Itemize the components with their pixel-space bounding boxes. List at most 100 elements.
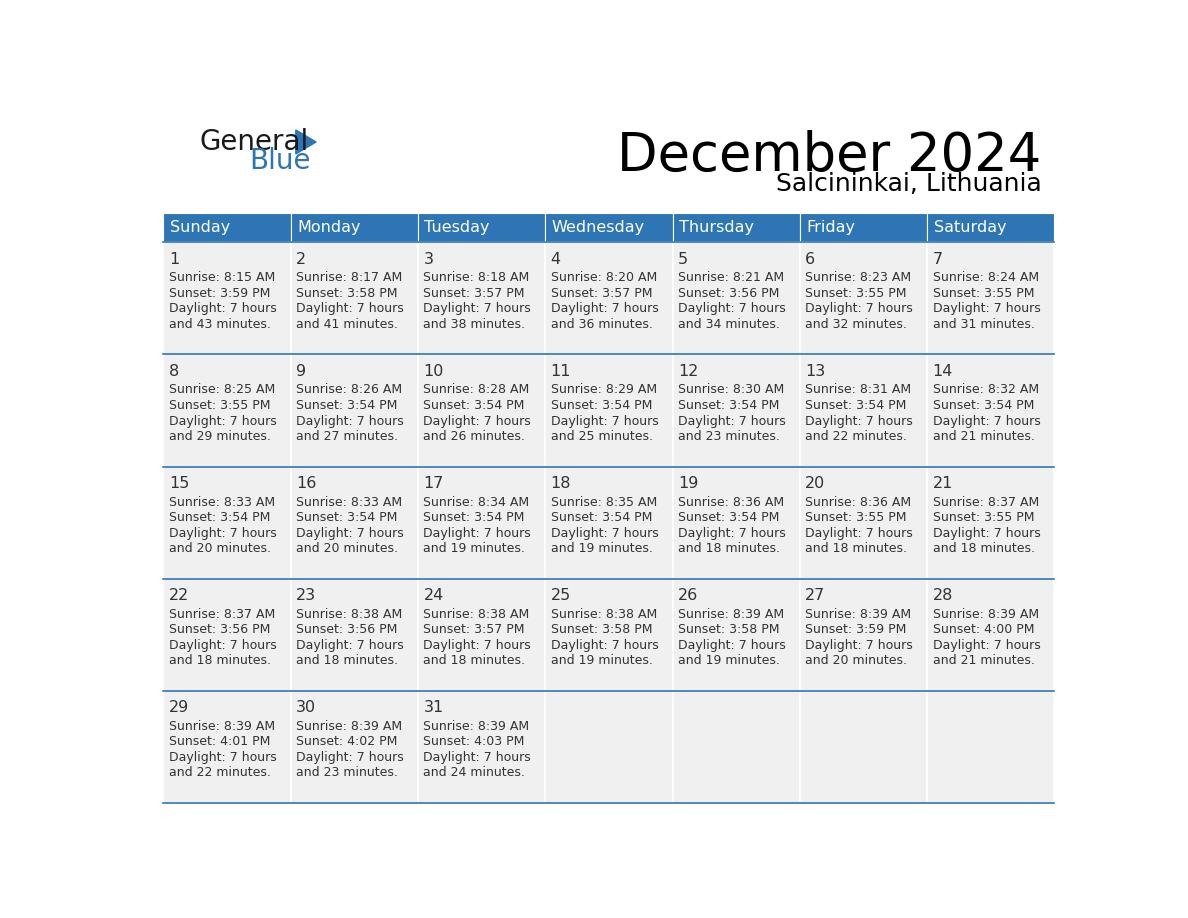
Text: and 25 minutes.: and 25 minutes. — [551, 431, 652, 443]
Bar — [800, 354, 927, 466]
Bar — [418, 354, 545, 466]
Text: 3: 3 — [423, 252, 434, 266]
Text: Sunrise: 8:24 AM: Sunrise: 8:24 AM — [933, 272, 1038, 285]
Bar — [672, 466, 800, 578]
Text: Sunrise: 8:32 AM: Sunrise: 8:32 AM — [933, 384, 1038, 397]
Text: Daylight: 7 hours: Daylight: 7 hours — [423, 527, 531, 540]
Text: 17: 17 — [423, 476, 444, 491]
Text: Daylight: 7 hours: Daylight: 7 hours — [678, 639, 785, 652]
Text: 27: 27 — [805, 588, 826, 603]
Text: 24: 24 — [423, 588, 443, 603]
Bar — [545, 690, 672, 803]
Text: Friday: Friday — [807, 220, 855, 235]
Text: 25: 25 — [551, 588, 571, 603]
Bar — [927, 213, 1055, 242]
Text: Daylight: 7 hours: Daylight: 7 hours — [296, 639, 404, 652]
Bar — [672, 242, 800, 354]
Bar — [672, 354, 800, 466]
Text: Sunrise: 8:39 AM: Sunrise: 8:39 AM — [933, 608, 1038, 621]
Bar — [163, 354, 291, 466]
Text: Saturday: Saturday — [934, 220, 1006, 235]
Bar — [800, 578, 927, 690]
Text: 1: 1 — [169, 252, 179, 266]
Text: Tuesday: Tuesday — [424, 220, 489, 235]
Text: 13: 13 — [805, 364, 826, 378]
Text: Sunrise: 8:38 AM: Sunrise: 8:38 AM — [423, 608, 530, 621]
Text: and 18 minutes.: and 18 minutes. — [423, 655, 525, 667]
Text: Sunset: 3:55 PM: Sunset: 3:55 PM — [933, 511, 1035, 524]
Text: Sunset: 4:03 PM: Sunset: 4:03 PM — [423, 735, 525, 748]
Text: Monday: Monday — [297, 220, 360, 235]
Text: Sunset: 3:59 PM: Sunset: 3:59 PM — [805, 623, 906, 636]
Bar — [927, 690, 1055, 803]
Bar — [418, 242, 545, 354]
Text: Daylight: 7 hours: Daylight: 7 hours — [423, 415, 531, 428]
Text: Sunset: 3:57 PM: Sunset: 3:57 PM — [423, 286, 525, 300]
Text: and 27 minutes.: and 27 minutes. — [296, 431, 398, 443]
Bar — [672, 690, 800, 803]
Text: Sunrise: 8:15 AM: Sunrise: 8:15 AM — [169, 272, 274, 285]
Text: Sunrise: 8:25 AM: Sunrise: 8:25 AM — [169, 384, 274, 397]
Text: 11: 11 — [551, 364, 571, 378]
Text: 16: 16 — [296, 476, 316, 491]
Text: and 26 minutes.: and 26 minutes. — [423, 431, 525, 443]
Text: and 24 minutes.: and 24 minutes. — [423, 767, 525, 779]
Text: Sunset: 3:56 PM: Sunset: 3:56 PM — [169, 623, 270, 636]
Text: 4: 4 — [551, 252, 561, 266]
Bar — [163, 578, 291, 690]
Bar — [291, 213, 418, 242]
Text: Daylight: 7 hours: Daylight: 7 hours — [296, 415, 404, 428]
Text: Daylight: 7 hours: Daylight: 7 hours — [551, 527, 658, 540]
Text: 28: 28 — [933, 588, 953, 603]
Text: Sunset: 3:57 PM: Sunset: 3:57 PM — [551, 286, 652, 300]
Text: Daylight: 7 hours: Daylight: 7 hours — [169, 527, 277, 540]
Bar — [545, 578, 672, 690]
Text: Sunset: 4:00 PM: Sunset: 4:00 PM — [933, 623, 1035, 636]
Text: Sunset: 3:58 PM: Sunset: 3:58 PM — [551, 623, 652, 636]
Text: Sunrise: 8:37 AM: Sunrise: 8:37 AM — [933, 496, 1040, 509]
Text: and 19 minutes.: and 19 minutes. — [551, 543, 652, 555]
Text: and 41 minutes.: and 41 minutes. — [296, 318, 398, 331]
Text: 20: 20 — [805, 476, 826, 491]
Text: 12: 12 — [678, 364, 699, 378]
Text: and 20 minutes.: and 20 minutes. — [169, 543, 271, 555]
Text: Sunset: 3:54 PM: Sunset: 3:54 PM — [423, 511, 525, 524]
Text: Daylight: 7 hours: Daylight: 7 hours — [805, 639, 914, 652]
Text: and 18 minutes.: and 18 minutes. — [678, 543, 781, 555]
Text: General: General — [200, 128, 309, 156]
Text: 19: 19 — [678, 476, 699, 491]
Bar — [163, 466, 291, 578]
Text: and 22 minutes.: and 22 minutes. — [805, 431, 908, 443]
Text: 22: 22 — [169, 588, 189, 603]
Bar — [545, 242, 672, 354]
Text: Sunrise: 8:38 AM: Sunrise: 8:38 AM — [551, 608, 657, 621]
Text: and 36 minutes.: and 36 minutes. — [551, 318, 652, 331]
Text: and 19 minutes.: and 19 minutes. — [551, 655, 652, 667]
Text: Sunrise: 8:36 AM: Sunrise: 8:36 AM — [678, 496, 784, 509]
Bar — [163, 690, 291, 803]
Text: and 21 minutes.: and 21 minutes. — [933, 431, 1035, 443]
Text: Sunrise: 8:28 AM: Sunrise: 8:28 AM — [423, 384, 530, 397]
Text: Daylight: 7 hours: Daylight: 7 hours — [169, 751, 277, 764]
Text: Sunset: 3:59 PM: Sunset: 3:59 PM — [169, 286, 270, 300]
Text: 2: 2 — [296, 252, 307, 266]
Bar — [291, 466, 418, 578]
Text: and 18 minutes.: and 18 minutes. — [805, 543, 908, 555]
Text: Daylight: 7 hours: Daylight: 7 hours — [805, 302, 914, 316]
Text: Daylight: 7 hours: Daylight: 7 hours — [678, 527, 785, 540]
Text: Sunset: 3:54 PM: Sunset: 3:54 PM — [169, 511, 270, 524]
Text: Sunset: 3:58 PM: Sunset: 3:58 PM — [296, 286, 398, 300]
Text: Daylight: 7 hours: Daylight: 7 hours — [423, 639, 531, 652]
Text: Sunrise: 8:21 AM: Sunrise: 8:21 AM — [678, 272, 784, 285]
Text: Sunset: 3:54 PM: Sunset: 3:54 PM — [678, 511, 779, 524]
Text: Sunrise: 8:36 AM: Sunrise: 8:36 AM — [805, 496, 911, 509]
Bar — [800, 466, 927, 578]
Text: 30: 30 — [296, 700, 316, 715]
Text: Sunrise: 8:35 AM: Sunrise: 8:35 AM — [551, 496, 657, 509]
Text: Sunset: 3:54 PM: Sunset: 3:54 PM — [423, 399, 525, 412]
Text: Sunrise: 8:39 AM: Sunrise: 8:39 AM — [296, 720, 403, 733]
Text: and 18 minutes.: and 18 minutes. — [933, 543, 1035, 555]
Text: Salcininkai, Lithuania: Salcininkai, Lithuania — [776, 173, 1042, 196]
Text: 31: 31 — [423, 700, 443, 715]
Text: Sunset: 3:54 PM: Sunset: 3:54 PM — [805, 399, 906, 412]
